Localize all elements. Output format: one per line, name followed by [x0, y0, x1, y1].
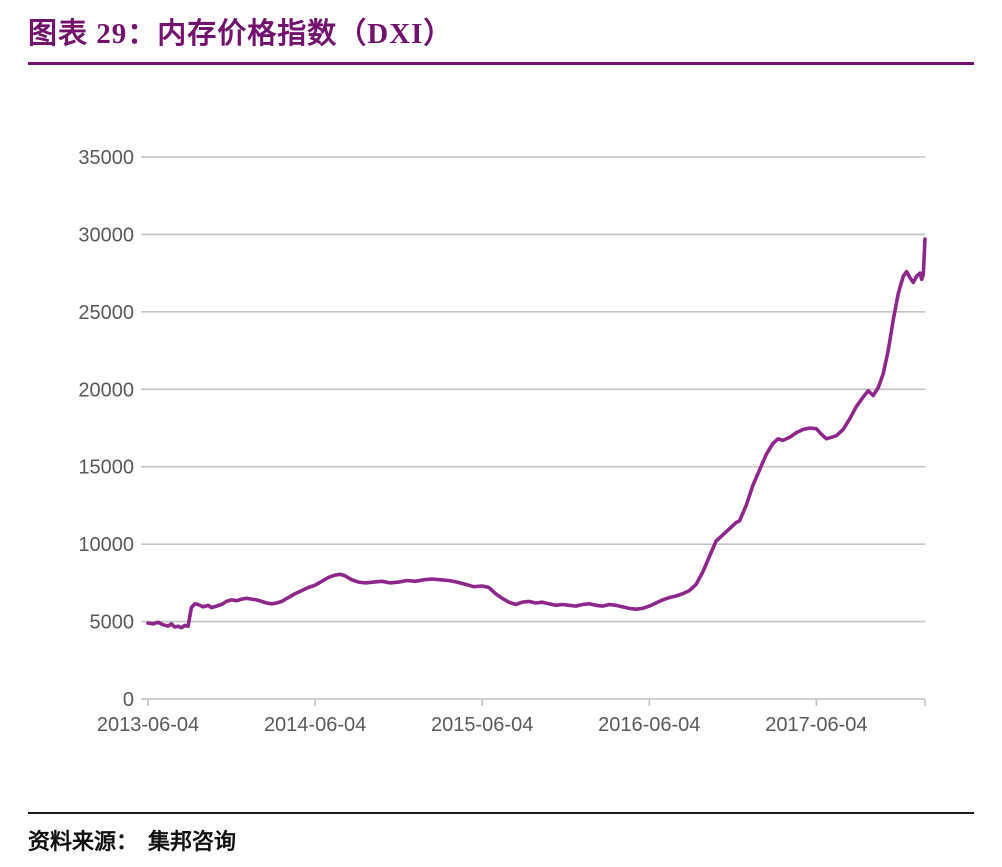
x-tick-label: 2014-06-04 [264, 714, 366, 736]
x-tick-label: 2013-06-04 [97, 714, 199, 736]
source-note: 资料来源： 集邦咨询 [28, 824, 236, 856]
y-tick-label: 20000 [78, 379, 134, 401]
source-label: 资料来源： [28, 829, 139, 854]
x-tick-label: 2017-06-04 [765, 714, 867, 736]
source-value: 集邦咨询 [148, 829, 237, 854]
dxi-line-chart: 0 5000 10000 15000 20000 25000 30000 35000 2013-… [78, 147, 927, 736]
y-tick-label: 35000 [78, 147, 134, 169]
y-tick-label: 15000 [78, 457, 134, 479]
source-divider [28, 812, 974, 814]
title-underline [28, 62, 974, 65]
y-tick-label: 0 [123, 689, 134, 711]
y-tick-label: 5000 [90, 612, 135, 634]
chart-container: 0 5000 10000 15000 20000 25000 30000 35000 2013-… [0, 100, 1002, 750]
y-tick-label: 30000 [78, 224, 134, 246]
y-tick-label: 25000 [78, 302, 134, 324]
x-tick-label: 2015-06-04 [431, 714, 533, 736]
page-title: 图表 29：内存价格指数（DXI） [28, 18, 454, 50]
y-tick-label: 10000 [78, 534, 134, 556]
x-tick-label: 2016-06-04 [598, 714, 700, 736]
series-line-dxi [146, 237, 927, 630]
